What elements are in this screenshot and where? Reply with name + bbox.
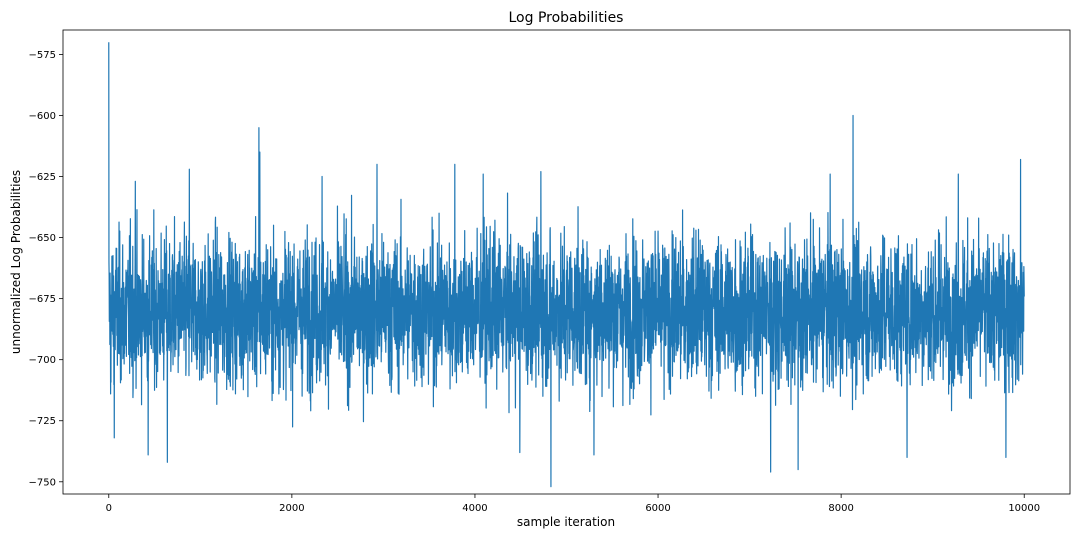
x-axis: 0 2000 4000 6000 8000 10000: [106, 494, 1040, 514]
y-tick-label: −650: [29, 233, 56, 244]
series-line: [108, 42, 1025, 488]
y-tick-label: −625: [29, 172, 56, 183]
x-tick-label: 6000: [645, 503, 670, 514]
y-tick-label: −750: [29, 477, 56, 488]
x-tick-label: 4000: [462, 503, 487, 514]
chart-title: Log Probabilities: [509, 10, 624, 26]
x-tick-label: 8000: [828, 503, 853, 514]
y-tick-label: −600: [29, 111, 56, 122]
x-axis-label: sample iteration: [517, 515, 615, 529]
x-tick-label: 10000: [1008, 503, 1040, 514]
axes-frame: [62, 29, 1071, 495]
series-layer: [108, 42, 1025, 488]
y-axis-label: unnormalized Log Probabilities: [9, 170, 23, 354]
y-tick-label: −675: [29, 294, 56, 305]
x-tick-label: 2000: [279, 503, 304, 514]
y-tick-label: −725: [29, 416, 56, 427]
y-axis: −575 −600 −625 −650 −675 −700 −725 −750: [29, 50, 63, 488]
y-tick-label: −700: [29, 355, 56, 366]
y-tick-label: −575: [29, 50, 56, 61]
x-tick-label: 0: [106, 503, 112, 514]
